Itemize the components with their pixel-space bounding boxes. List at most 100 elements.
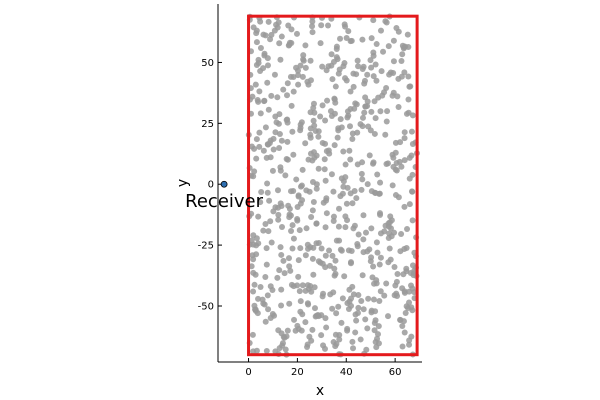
scatterer-point [358,186,365,193]
scatterer-point [297,245,304,252]
scatterer-point [368,35,375,42]
scatterer-point [290,151,297,158]
scatterer-point [338,124,345,131]
scatterer-point [348,248,355,255]
scatterer-point [335,223,342,230]
scatterer-point [310,117,317,124]
scatterer-point [401,203,408,210]
scatterer-point [355,63,362,70]
scatterer-point [328,112,335,119]
scatterer-point [276,145,283,152]
scatterer-point [371,189,378,196]
scatterer-point [330,188,337,195]
scatterer-point [367,127,374,134]
scatterer-point [363,229,369,236]
scatterer-point [278,286,285,293]
scatterer-point [250,269,257,276]
scatterer-point [260,227,267,234]
scatterer-point [297,127,304,134]
scatterer-point [310,244,317,251]
scatterer-point [409,188,416,195]
scatterer-point [390,37,397,44]
scatterer-point [275,211,282,218]
scatterer-point [274,187,281,194]
scatterer-point [402,309,409,316]
scatterer-point [360,212,367,219]
scatterer-point [408,152,415,159]
axes: 0 20 40 60 -50 -25 0 25 50 [198,4,422,378]
scatterer-point [377,179,384,186]
scatterer-point [293,176,300,183]
x-tick-label: 40 [340,367,353,378]
scatterer-point [289,128,296,135]
scatterer-point [392,192,399,199]
scatterer-point [350,70,357,77]
scatterer-point [326,262,333,269]
scatterer-point [310,199,317,206]
scatterer-point [248,143,255,150]
scatterer-point [330,218,337,225]
scatterer-point [255,295,262,302]
scatterer-point [349,136,356,143]
scatterer-point [336,237,343,244]
scatterer-point [372,308,379,315]
scatterer-point [355,292,362,299]
scatterer-point [263,245,270,252]
scatterer-point [250,173,257,180]
scatterer-point [253,347,260,354]
scatterer-point [342,75,349,82]
scatterer-point [321,166,328,173]
scatterer-point [308,214,315,221]
scatterer-point [260,147,267,154]
receiver-label: Receiver [185,191,263,212]
scatterer-point [333,310,340,317]
scatterer-point [368,64,375,71]
scatterer-point [398,163,405,170]
scatterer-point [367,57,374,64]
scatterer-point [262,221,269,228]
scatterer-point [262,318,269,325]
scatterer-point [371,130,378,137]
scatterer-point [315,133,322,140]
scatterer-point [342,224,349,231]
scatterer-point [376,261,383,268]
scatterer-point [302,64,309,71]
domain-boundary [247,14,419,357]
scatterer-point [354,241,361,248]
scatterer-point [309,18,316,25]
x-ticks: 0 20 40 60 [245,358,401,378]
scatterer-point [264,55,271,62]
scatterer-point [333,54,340,61]
scatterer-point [359,159,366,166]
scatterer-point [385,220,392,227]
scatterer-point [277,56,284,63]
scatterer-point [263,347,270,354]
scatterer-point [265,18,272,25]
scatterer-point [337,193,344,200]
scatterer-point [401,157,408,164]
y-tick-label: 0 [208,180,214,191]
scatterer-point [370,296,377,303]
scatterer-point [344,327,351,334]
scatterer-point [383,118,390,125]
scatterer-point [300,52,307,59]
scatterer-point [387,256,394,263]
scatterer-point [323,324,330,331]
scatterer-point [348,295,355,302]
scatterer-point [256,129,263,136]
y-axis-title: y [175,179,191,187]
x-tick-label: 20 [291,367,304,378]
scatterer-point [357,121,364,128]
scatterer-point [360,236,367,243]
scatterer-point [315,165,322,172]
scatterer-point [407,83,414,90]
scatterer-point [303,225,310,232]
scatterer-point [377,108,384,115]
scatterer-point [347,156,354,163]
scatterer-point [409,262,416,269]
scatterer-point [377,27,384,34]
scatterer-point [339,295,346,302]
scatterer-point [373,77,380,84]
scatterer-point [401,129,408,136]
scatterer-point [347,123,353,130]
